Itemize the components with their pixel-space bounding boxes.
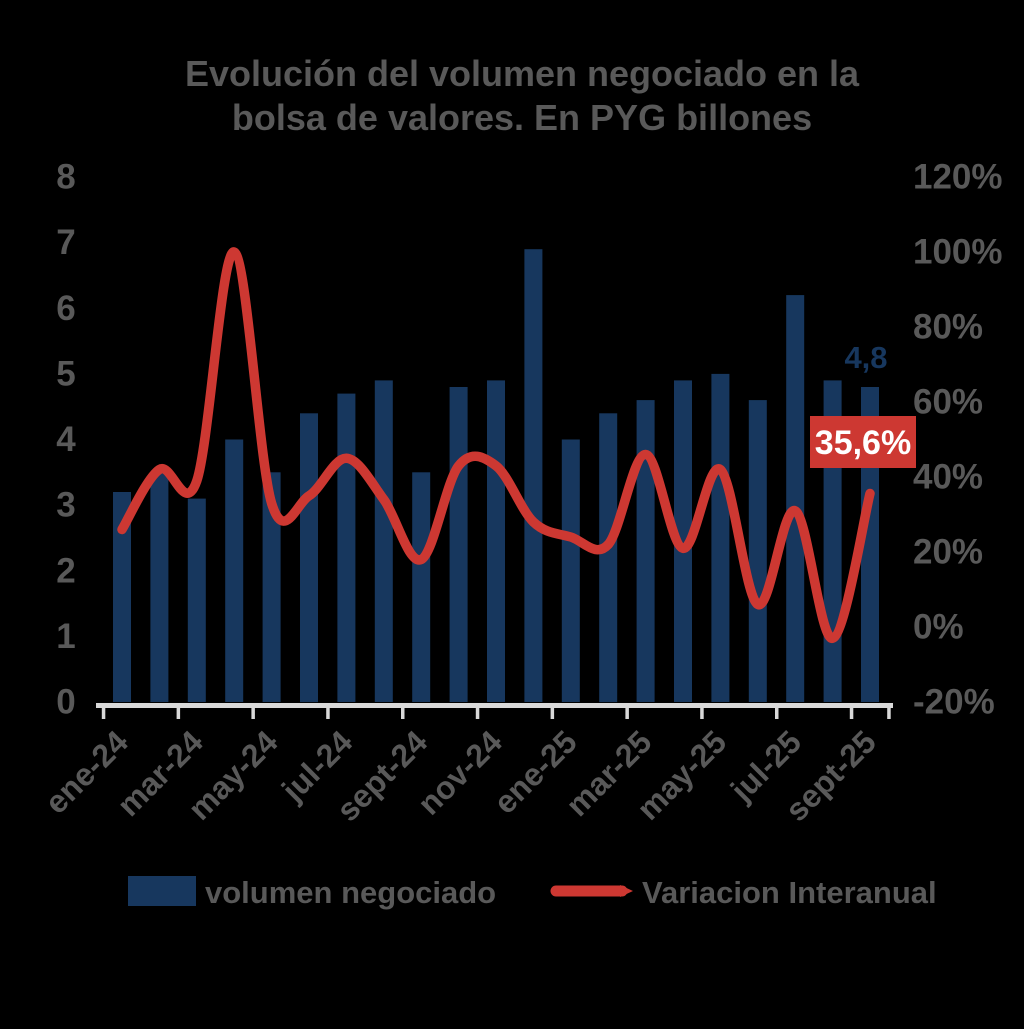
x-axis-tick <box>176 706 181 719</box>
right-axis-labels: 120% 100% 80% 60% 40% 20% 0% -20% <box>913 158 1003 722</box>
x-axis-tick <box>251 706 255 719</box>
x-axis-tick <box>326 706 330 719</box>
left-axis-label-8: 8 <box>56 158 75 197</box>
bars-series <box>113 249 879 703</box>
variation-label-text: 35,6% <box>815 424 911 462</box>
left-axis-labels: 8 7 6 5 4 3 2 1 0 <box>56 158 76 722</box>
right-axis-label-40: 40% <box>913 458 983 497</box>
bar-may-25 <box>711 373 730 702</box>
left-axis-label-5: 5 <box>56 354 75 393</box>
bar-dic-24 <box>524 249 543 702</box>
variation-line <box>117 247 875 644</box>
bar-jul-24 <box>337 393 356 702</box>
right-axis-label-100: 100% <box>913 233 1003 272</box>
bar-abr-24 <box>225 439 244 702</box>
bar-abr-25 <box>674 380 692 702</box>
legend: volumen negociado Variacion Interanual <box>128 875 937 910</box>
variation-label-box <box>810 416 916 468</box>
bar-mar-25 <box>636 400 655 702</box>
bar-ago-24 <box>374 380 393 702</box>
bar-jun-24 <box>300 413 318 703</box>
x-axis-tick <box>475 706 480 719</box>
right-axis-label-80: 80% <box>913 308 983 347</box>
bar-sept-24 <box>412 472 431 702</box>
legend-line-swatch-tip <box>620 885 633 897</box>
x-axis-tick <box>887 706 891 719</box>
x-axis-tick <box>101 706 106 719</box>
variation-line-series <box>117 247 875 644</box>
bar-feb-24 <box>150 472 169 702</box>
x-axis <box>96 703 893 719</box>
bar-oct-24 <box>449 387 468 702</box>
bar-jun-25 <box>748 400 767 702</box>
legend-line-label: Variacion Interanual <box>642 875 937 910</box>
bar-ene-24 <box>113 492 131 702</box>
left-axis-label-7: 7 <box>56 223 75 262</box>
bar-ene-25 <box>561 439 580 702</box>
x-axis-labels: ene-24mar-24may-24jul-24sept-24nov-24ene… <box>38 723 883 828</box>
x-axis-tick <box>625 706 629 719</box>
last-bar-value-label: 4,8 <box>844 340 887 375</box>
right-axis-label-120: 120% <box>913 158 1003 197</box>
bar-mar-24 <box>187 498 206 702</box>
bar-may-24 <box>262 472 281 702</box>
chart-title-line2: bolsa de valores. En PYG billones <box>232 97 812 138</box>
legend-bar-swatch <box>128 876 196 906</box>
bar-feb-25 <box>599 413 618 703</box>
x-axis-tick <box>401 706 405 719</box>
left-axis-label-1: 1 <box>56 617 75 656</box>
bar-nov-24 <box>487 380 505 702</box>
left-axis-label-4: 4 <box>56 420 76 459</box>
x-axis-line <box>96 703 893 708</box>
left-axis-label-3: 3 <box>56 486 75 525</box>
right-axis-label-60: 60% <box>913 383 983 422</box>
last-line-value-callout: 35,6% <box>810 416 916 468</box>
left-axis-label-2: 2 <box>56 551 75 590</box>
right-axis-label--20: -20% <box>913 683 995 722</box>
right-axis-label-0: 0% <box>913 608 964 647</box>
x-axis-tick <box>849 706 854 719</box>
x-axis-label-nov-24: nov-24 <box>411 723 510 822</box>
left-axis-label-0: 0 <box>56 683 75 722</box>
left-axis-label-6: 6 <box>56 289 75 328</box>
x-axis-tick <box>550 706 555 719</box>
right-axis-label-20: 20% <box>913 533 983 572</box>
bar-jul-25 <box>786 295 805 702</box>
x-axis-tick <box>700 706 704 719</box>
legend-bar-label: volumen negociado <box>205 875 496 910</box>
x-axis-tick <box>775 706 779 719</box>
chart-title-line1: Evolución del volumen negociado en la <box>185 53 860 94</box>
